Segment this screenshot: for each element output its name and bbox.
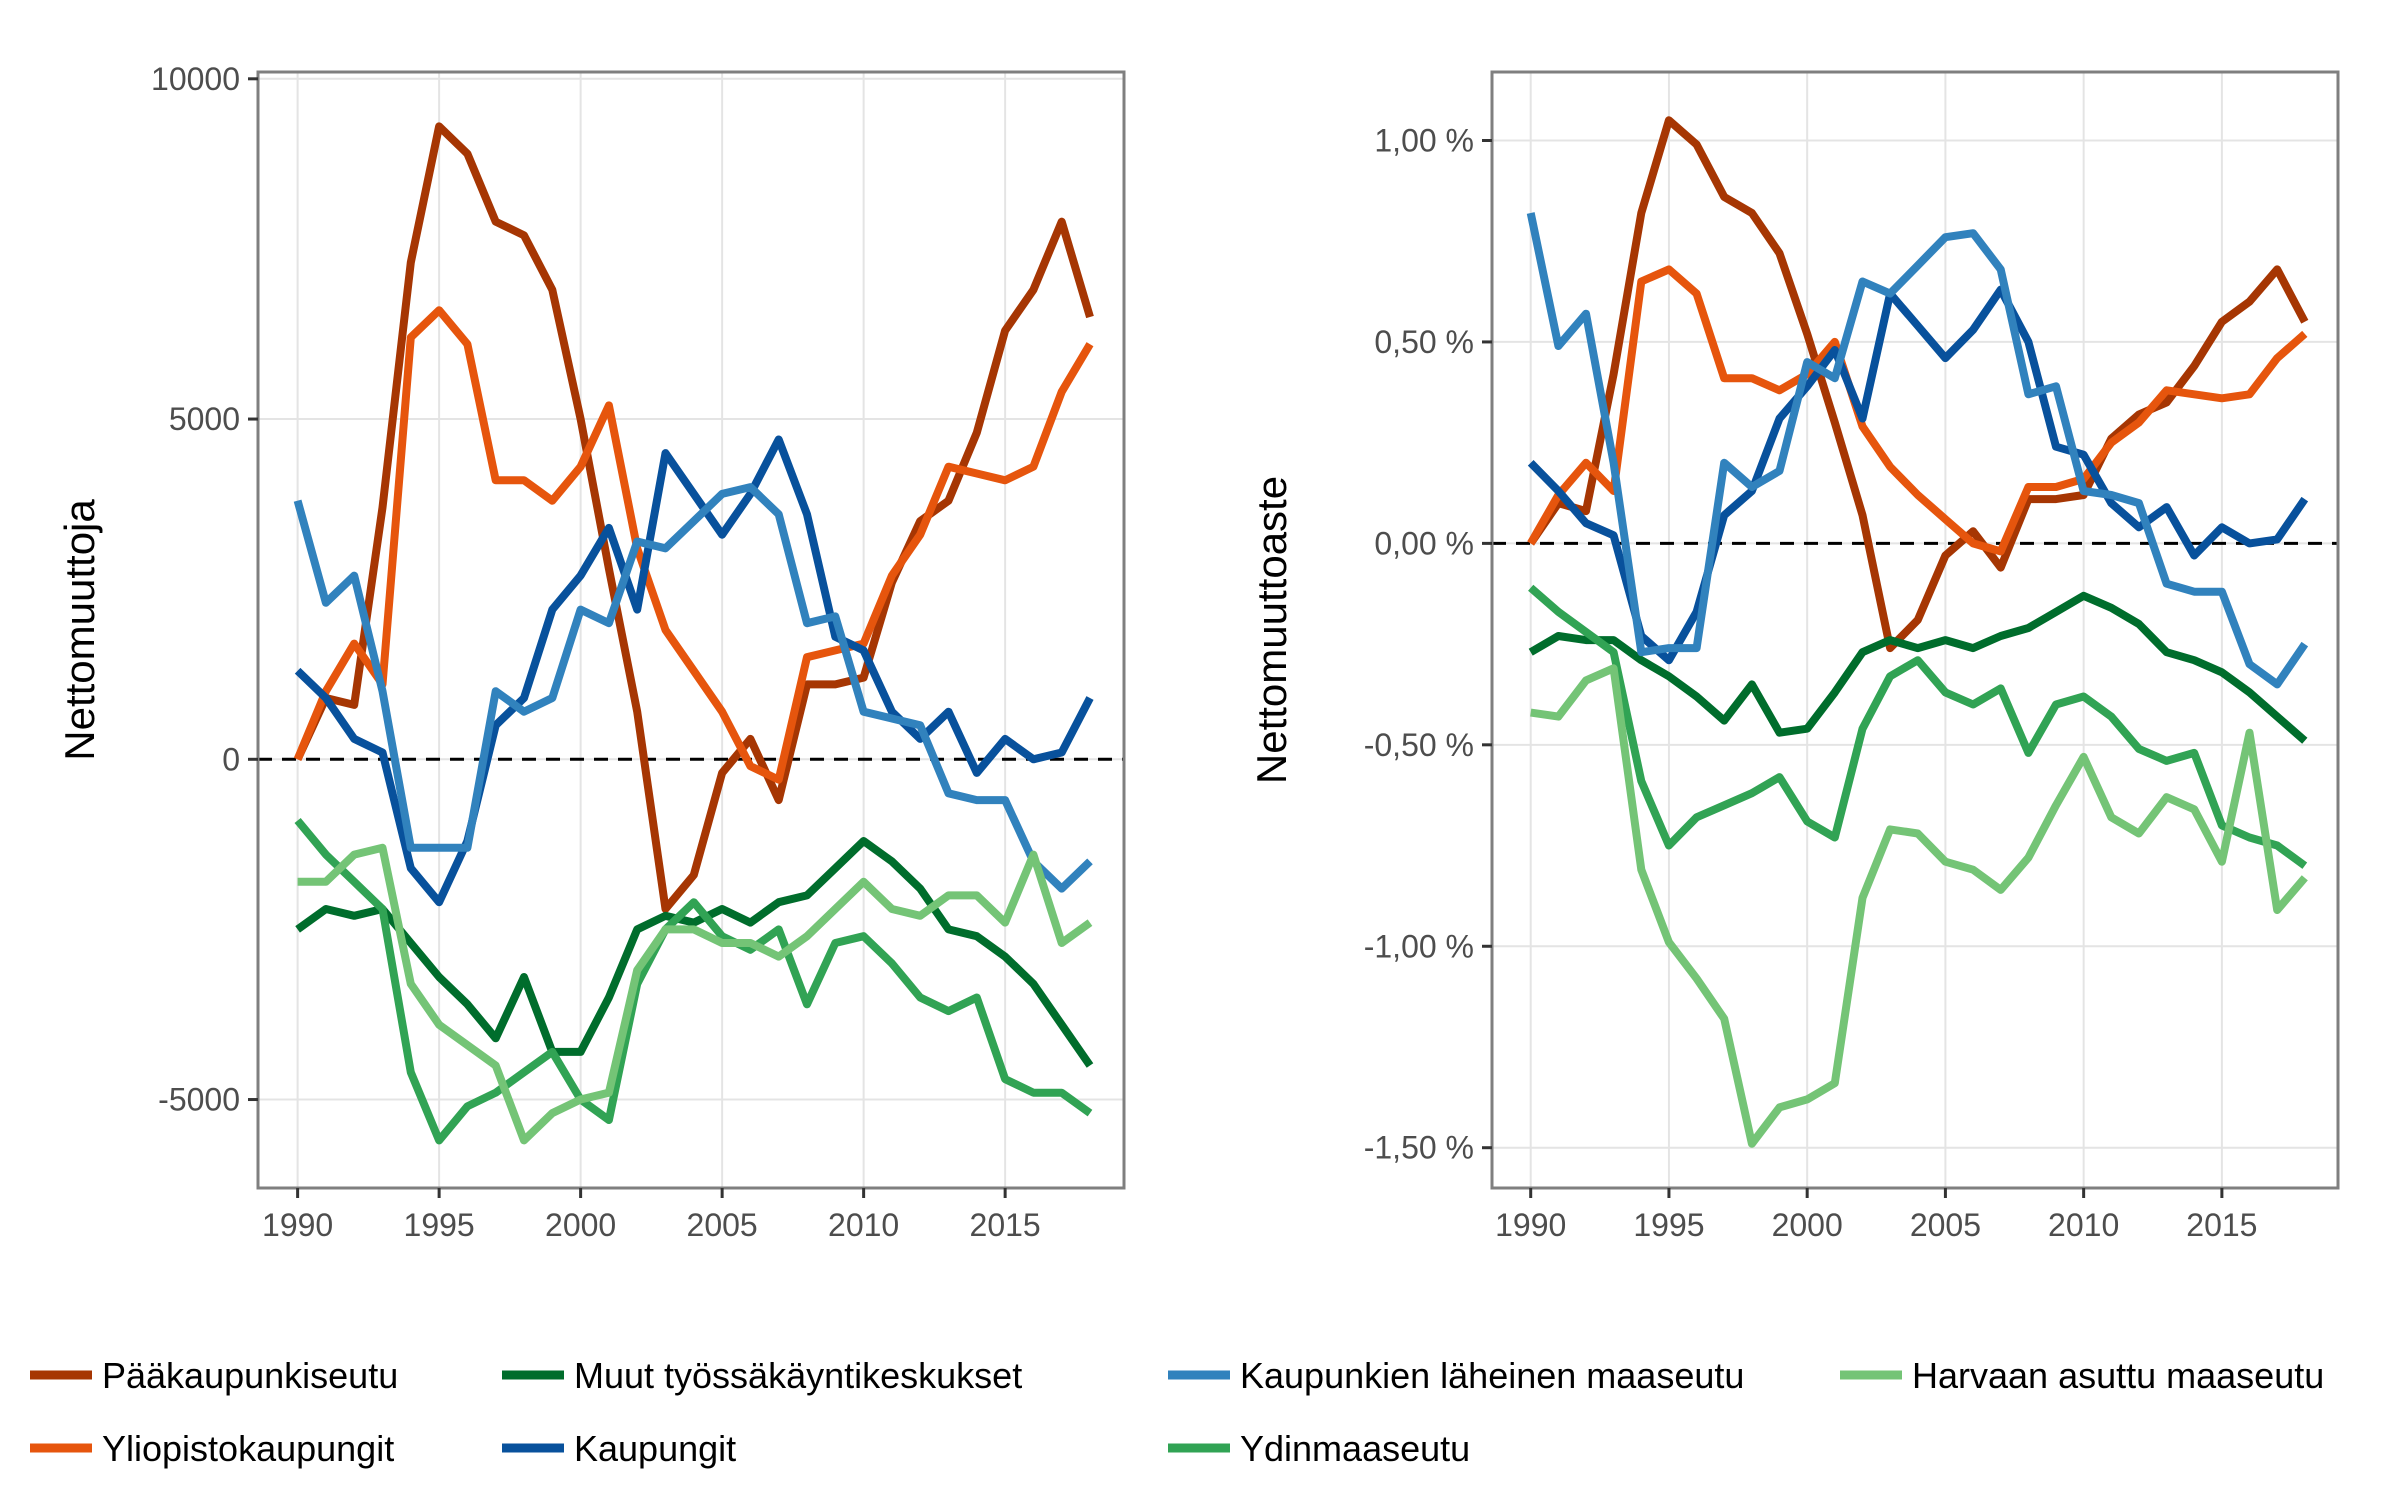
panel-border xyxy=(1490,70,2340,1190)
x-tick-label: 1990 xyxy=(1495,1207,1566,1243)
series-line xyxy=(297,843,1093,1145)
y-tick-label: 5000 xyxy=(169,401,240,437)
left-chart-panel: 1990 1995 2000 2005 2010 2015 -5000 0 5000 10000 N… xyxy=(56,61,1126,1243)
series-line xyxy=(293,306,1094,784)
series-line xyxy=(294,435,1094,907)
x-tick-label: 2000 xyxy=(545,1207,616,1243)
x-tick-label: 2000 xyxy=(1772,1207,1843,1243)
y-tick-label: 0,00 % xyxy=(1374,525,1474,561)
series-line xyxy=(1526,212,2309,689)
x-tick-label: 2005 xyxy=(687,1207,758,1243)
x-tick-label: 1990 xyxy=(262,1207,333,1243)
legend-label: Kaupunkien läheinen maaseutu xyxy=(1240,1355,1744,1396)
y-axis-title: Nettomuuttoja xyxy=(56,499,103,761)
x-tick-label: 2010 xyxy=(828,1207,899,1243)
series-line xyxy=(1527,265,2308,556)
y-tick-label: 0,50 % xyxy=(1374,324,1474,360)
x-tick-label: 2015 xyxy=(970,1207,1041,1243)
x-tick-label: 2015 xyxy=(2186,1207,2257,1243)
x-tick-label: 1995 xyxy=(404,1207,475,1243)
legend: Pääkaupunkiseutu Muut työssäkäyntikeskuks… xyxy=(30,1355,2324,1469)
legend-label: Pääkaupunkiseutu xyxy=(102,1355,398,1396)
y-tick-label: -0,50 % xyxy=(1364,727,1474,763)
series-line xyxy=(1528,591,2308,744)
series-line xyxy=(293,483,1093,893)
legend-label: Yliopistokaupungit xyxy=(102,1428,394,1469)
legend-label: Kaupungit xyxy=(574,1428,736,1469)
y-tick-label: 0 xyxy=(222,741,240,777)
series-line xyxy=(1528,584,2308,869)
series-line xyxy=(294,817,1093,1145)
legend-label: Muut työssäkäyntikeskukset xyxy=(574,1355,1022,1396)
y-axis-title: Nettomuuttoaste xyxy=(1248,476,1295,784)
x-tick-label: 2005 xyxy=(1910,1207,1981,1243)
x-tick-label: 1995 xyxy=(1633,1207,1704,1243)
panel-border xyxy=(256,70,1126,1190)
legend-label: Harvaan asuttu maaseutu xyxy=(1912,1355,2324,1396)
series-line xyxy=(293,122,1094,913)
series-line xyxy=(295,837,1094,1068)
right-chart-panel: 1990 1995 2000 2005 2010 2015 -1,50 % -1,00 % -0… xyxy=(1248,70,2340,1243)
series-line xyxy=(1530,664,2308,1148)
legend-label: Ydinmaaseutu xyxy=(1240,1428,1470,1469)
y-tick-label: -5000 xyxy=(158,1082,240,1118)
y-tick-label: 1,00 % xyxy=(1374,122,1474,158)
x-tick-label: 2010 xyxy=(2048,1207,2119,1243)
y-tick-label: 10000 xyxy=(151,61,240,97)
y-tick-label: -1,00 % xyxy=(1364,928,1474,964)
y-tick-label: -1,50 % xyxy=(1364,1130,1474,1166)
